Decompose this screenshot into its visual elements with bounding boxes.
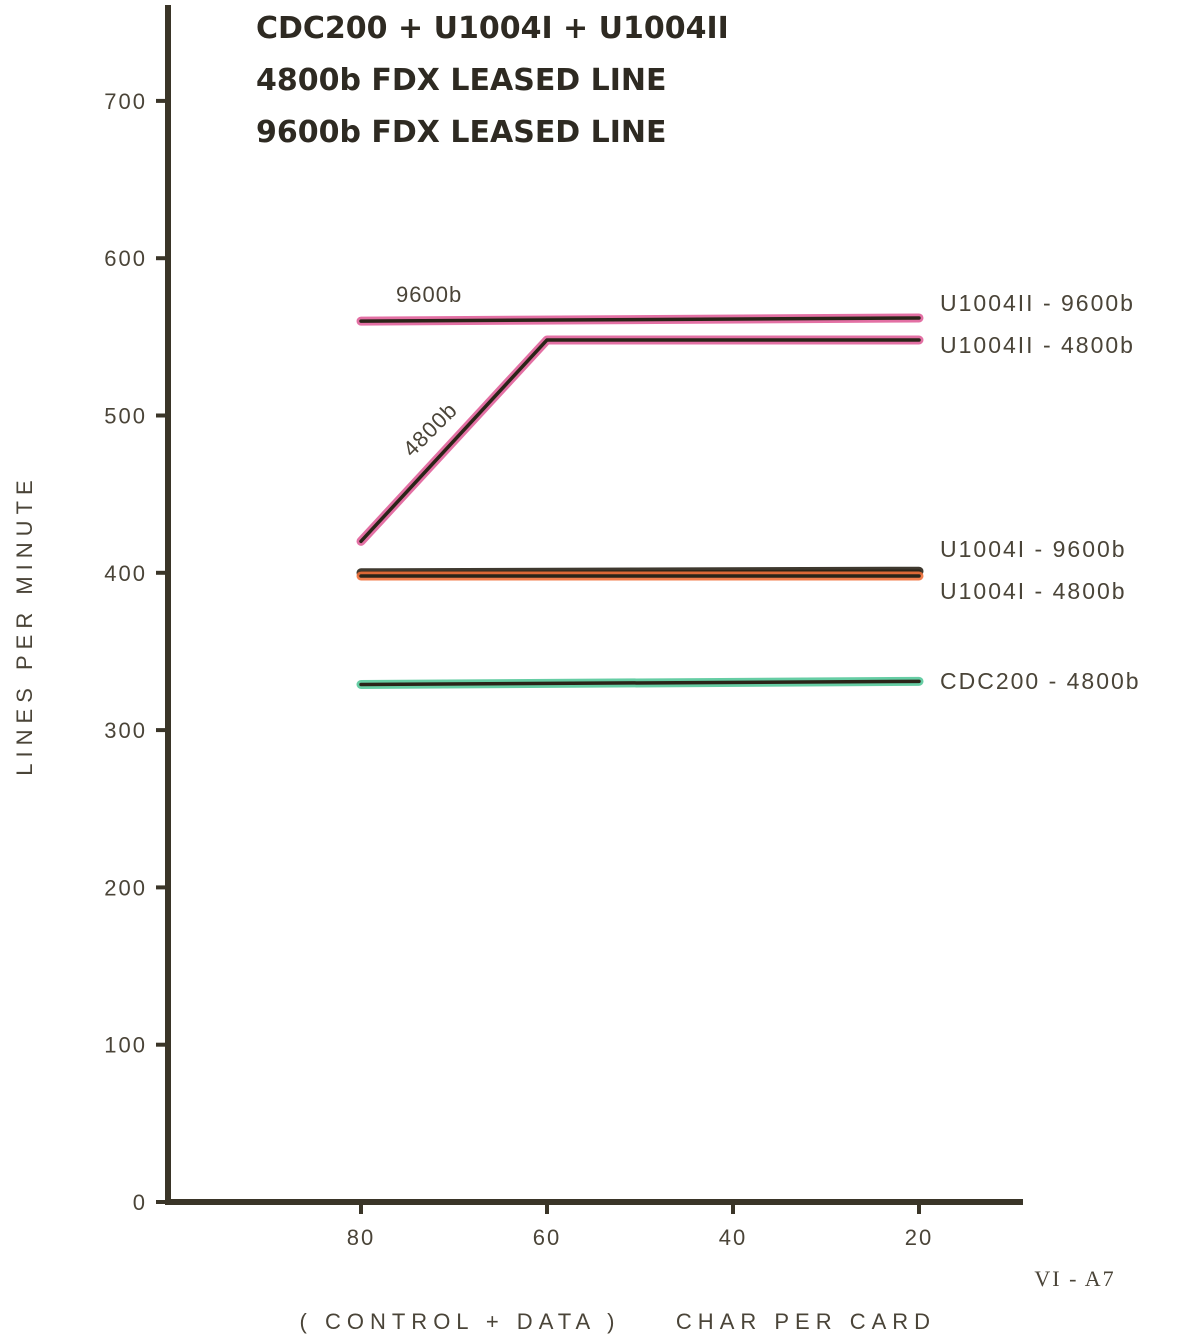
y-tick-label: 100 (104, 1033, 147, 1058)
y-axis-label: LINES PER MINUTE (12, 474, 37, 775)
figure-label: VI - A7 (1034, 1266, 1115, 1291)
annotation-9600b: 9600b (396, 282, 462, 307)
x-axis-ticks: 80 60 40 20 (347, 1202, 933, 1250)
y-tick-label: 300 (104, 718, 147, 743)
series-label: U1004I - 9600b (940, 536, 1127, 562)
x-tick-label: 40 (719, 1225, 747, 1250)
x-tick-label: 20 (905, 1225, 933, 1250)
y-tick-label: 200 (104, 875, 147, 900)
axes (165, 5, 1023, 1205)
chart-title-line: CDC200 + U1004I + U1004II (256, 11, 729, 46)
y-tick-label: 700 (104, 89, 147, 114)
series-line-core (359, 679, 921, 687)
chart-title-line: 4800b FDX LEASED LINE (256, 63, 667, 98)
y-tick-label: 600 (104, 246, 147, 271)
x-axis-label-right: CHAR PER CARD (676, 1309, 936, 1334)
x-tick-label: 60 (533, 1225, 561, 1250)
series-label: U1004I - 4800b (940, 578, 1127, 604)
series-label: CDC200 - 4800b (940, 668, 1141, 694)
x-tick-label: 80 (347, 1225, 375, 1250)
chart-title: CDC200 + U1004I + U1004II 4800b FDX LEASE… (256, 11, 729, 150)
annotation-4800b: 4800b (398, 397, 462, 461)
series-line-core (359, 338, 921, 544)
series-label: U1004II - 4800b (940, 332, 1135, 358)
series-lines (356, 313, 924, 689)
chart-title-line: 9600b FDX LEASED LINE (256, 115, 667, 150)
series-label: U1004II - 9600b (940, 290, 1135, 316)
series-line-band (356, 335, 924, 546)
inline-annotations: 9600b 4800b (396, 282, 462, 462)
y-axis-ticks: 0 100 200 300 400 500 600 700 (104, 89, 168, 1215)
x-axis-label-left: ( CONTROL + DATA ) (300, 1309, 621, 1334)
y-tick-label: 0 (133, 1190, 147, 1215)
y-tick-label: 400 (104, 561, 147, 586)
series-line-core (359, 316, 921, 323)
y-tick-label: 500 (104, 404, 147, 429)
series-legend-labels: U1004II - 9600b U1004II - 4800b U1004I - 9… (940, 290, 1141, 694)
